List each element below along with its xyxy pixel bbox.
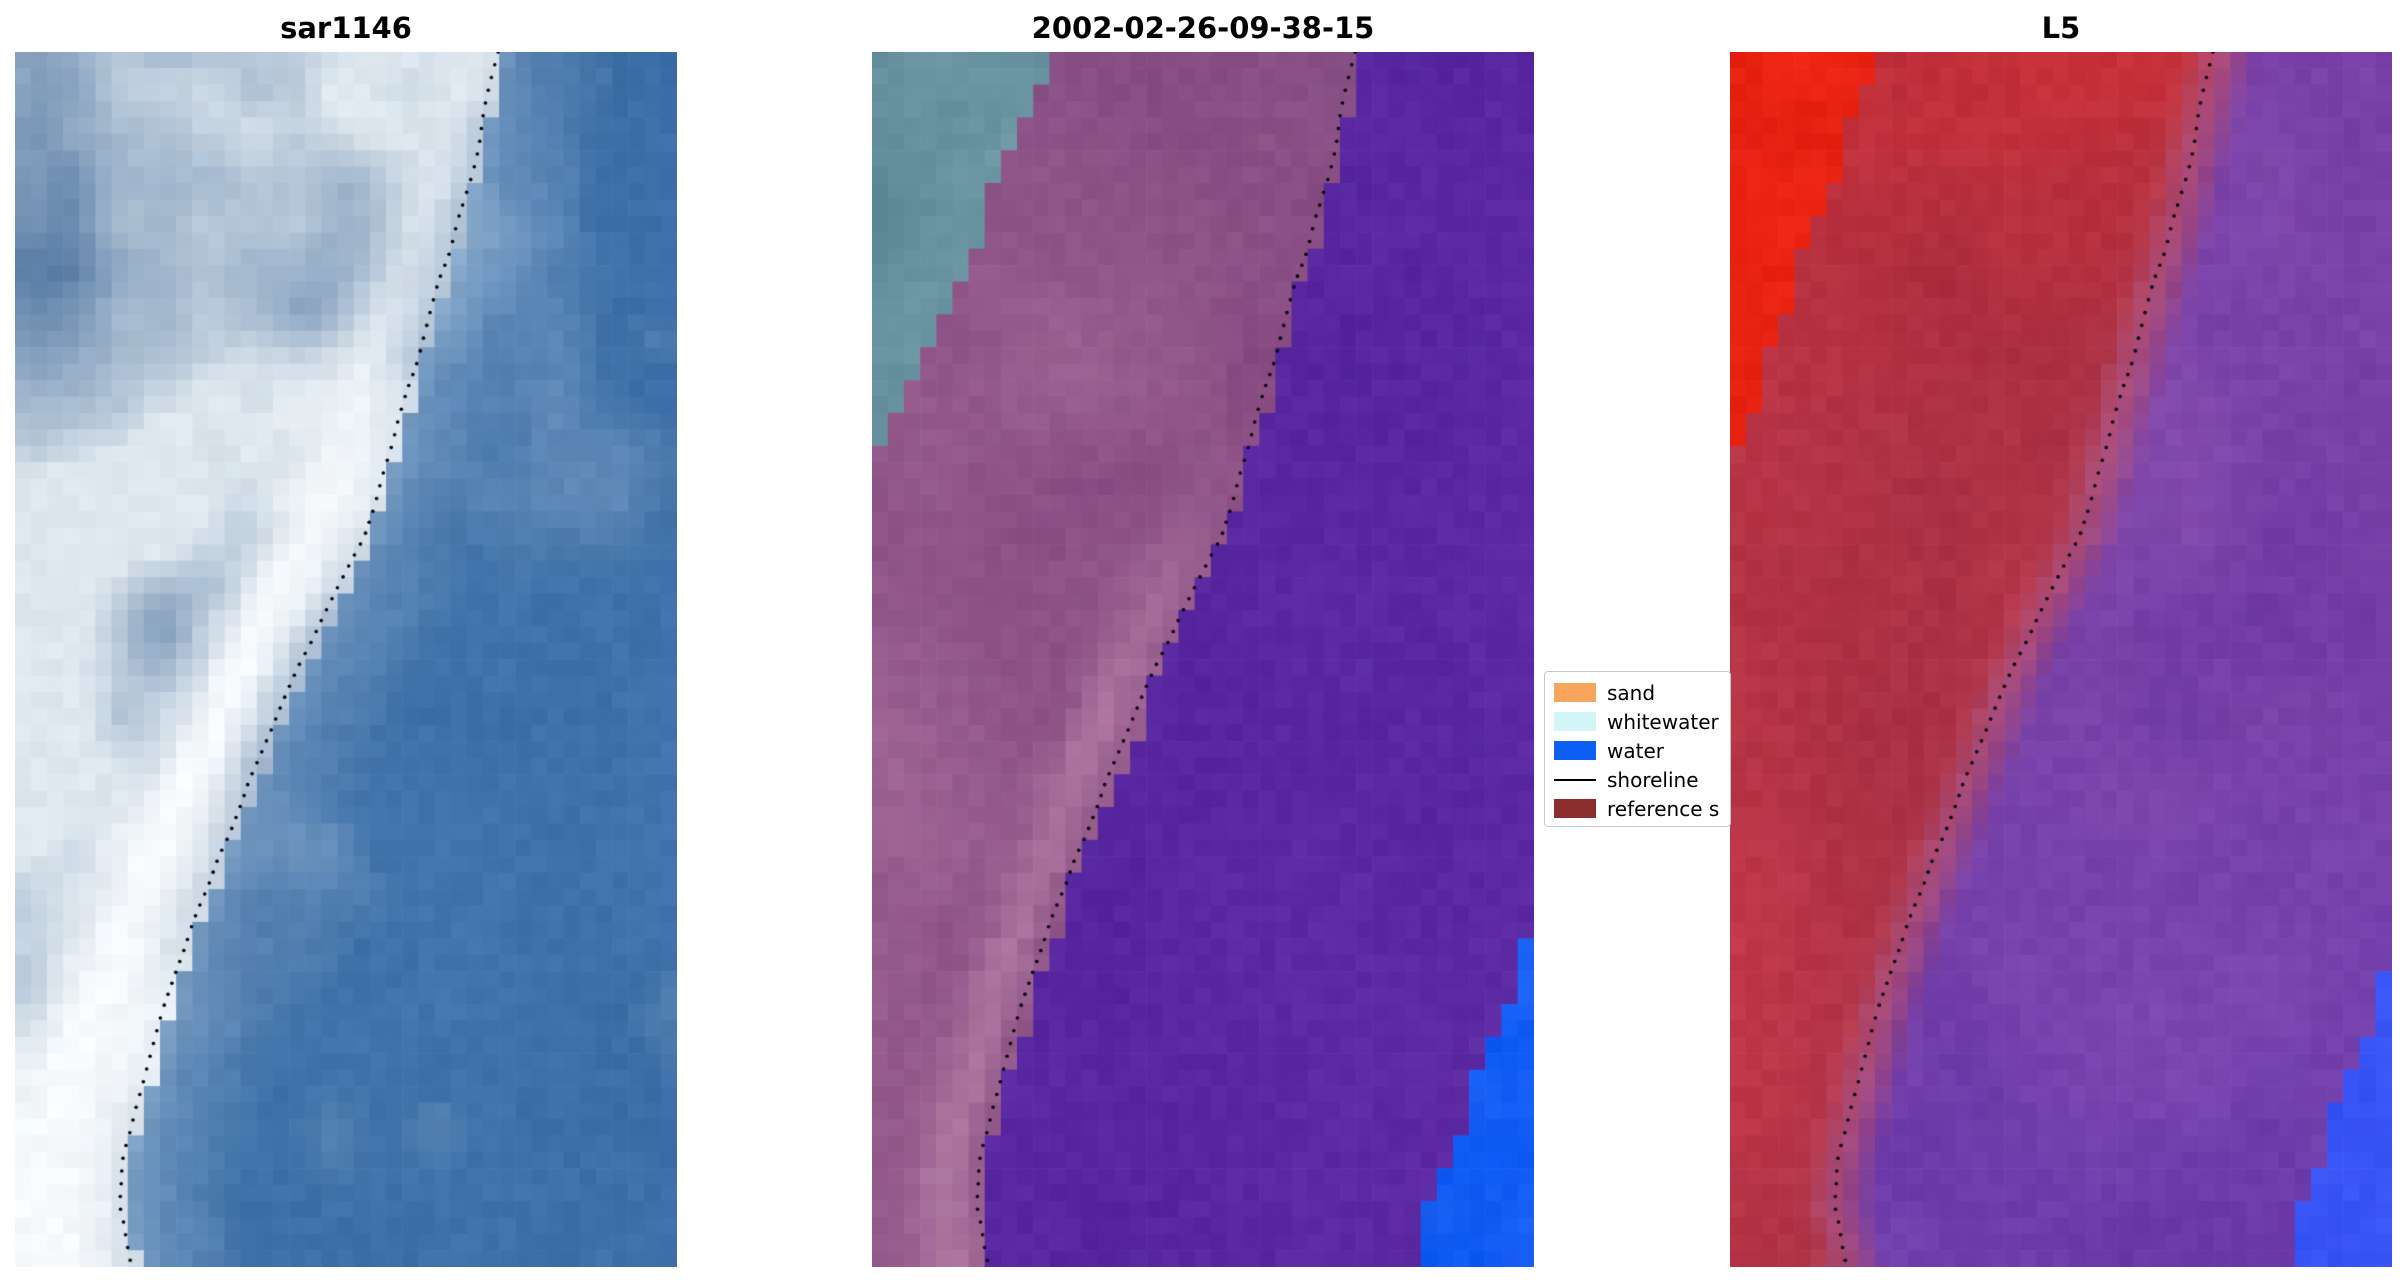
panel-title-sar1146: sar1146 [280,11,412,45]
legend-entry-sand: sand [1554,678,1730,707]
legend-color-swatch [1554,741,1596,760]
classified-image-panel [872,52,1534,1267]
legend-label: reference s [1607,796,1720,821]
legend-color-swatch [1554,683,1596,702]
legend-label: whitewater [1607,709,1719,734]
legend-entry-water: water [1554,736,1730,765]
panel-title-timestamp: 2002-02-26-09-38-15 [1031,11,1375,45]
legend-entry-reference-s: reference s [1554,794,1730,823]
legend-color-swatch [1554,712,1596,731]
legend-entry-whitewater: whitewater [1554,707,1730,736]
legend-label: water [1607,738,1664,763]
l5-image-panel [1730,52,2392,1267]
legend-label: sand [1607,680,1656,705]
panel-title-l5: L5 [2041,11,2081,45]
legend-label: shoreline [1607,767,1699,792]
legend-entry-shoreline: shoreline [1554,765,1730,794]
legend-color-swatch [1554,799,1596,818]
legend: sand whitewater water shoreline reference s [1544,671,1731,827]
sar-image-panel [15,52,677,1267]
legend-line-swatch [1554,778,1596,781]
